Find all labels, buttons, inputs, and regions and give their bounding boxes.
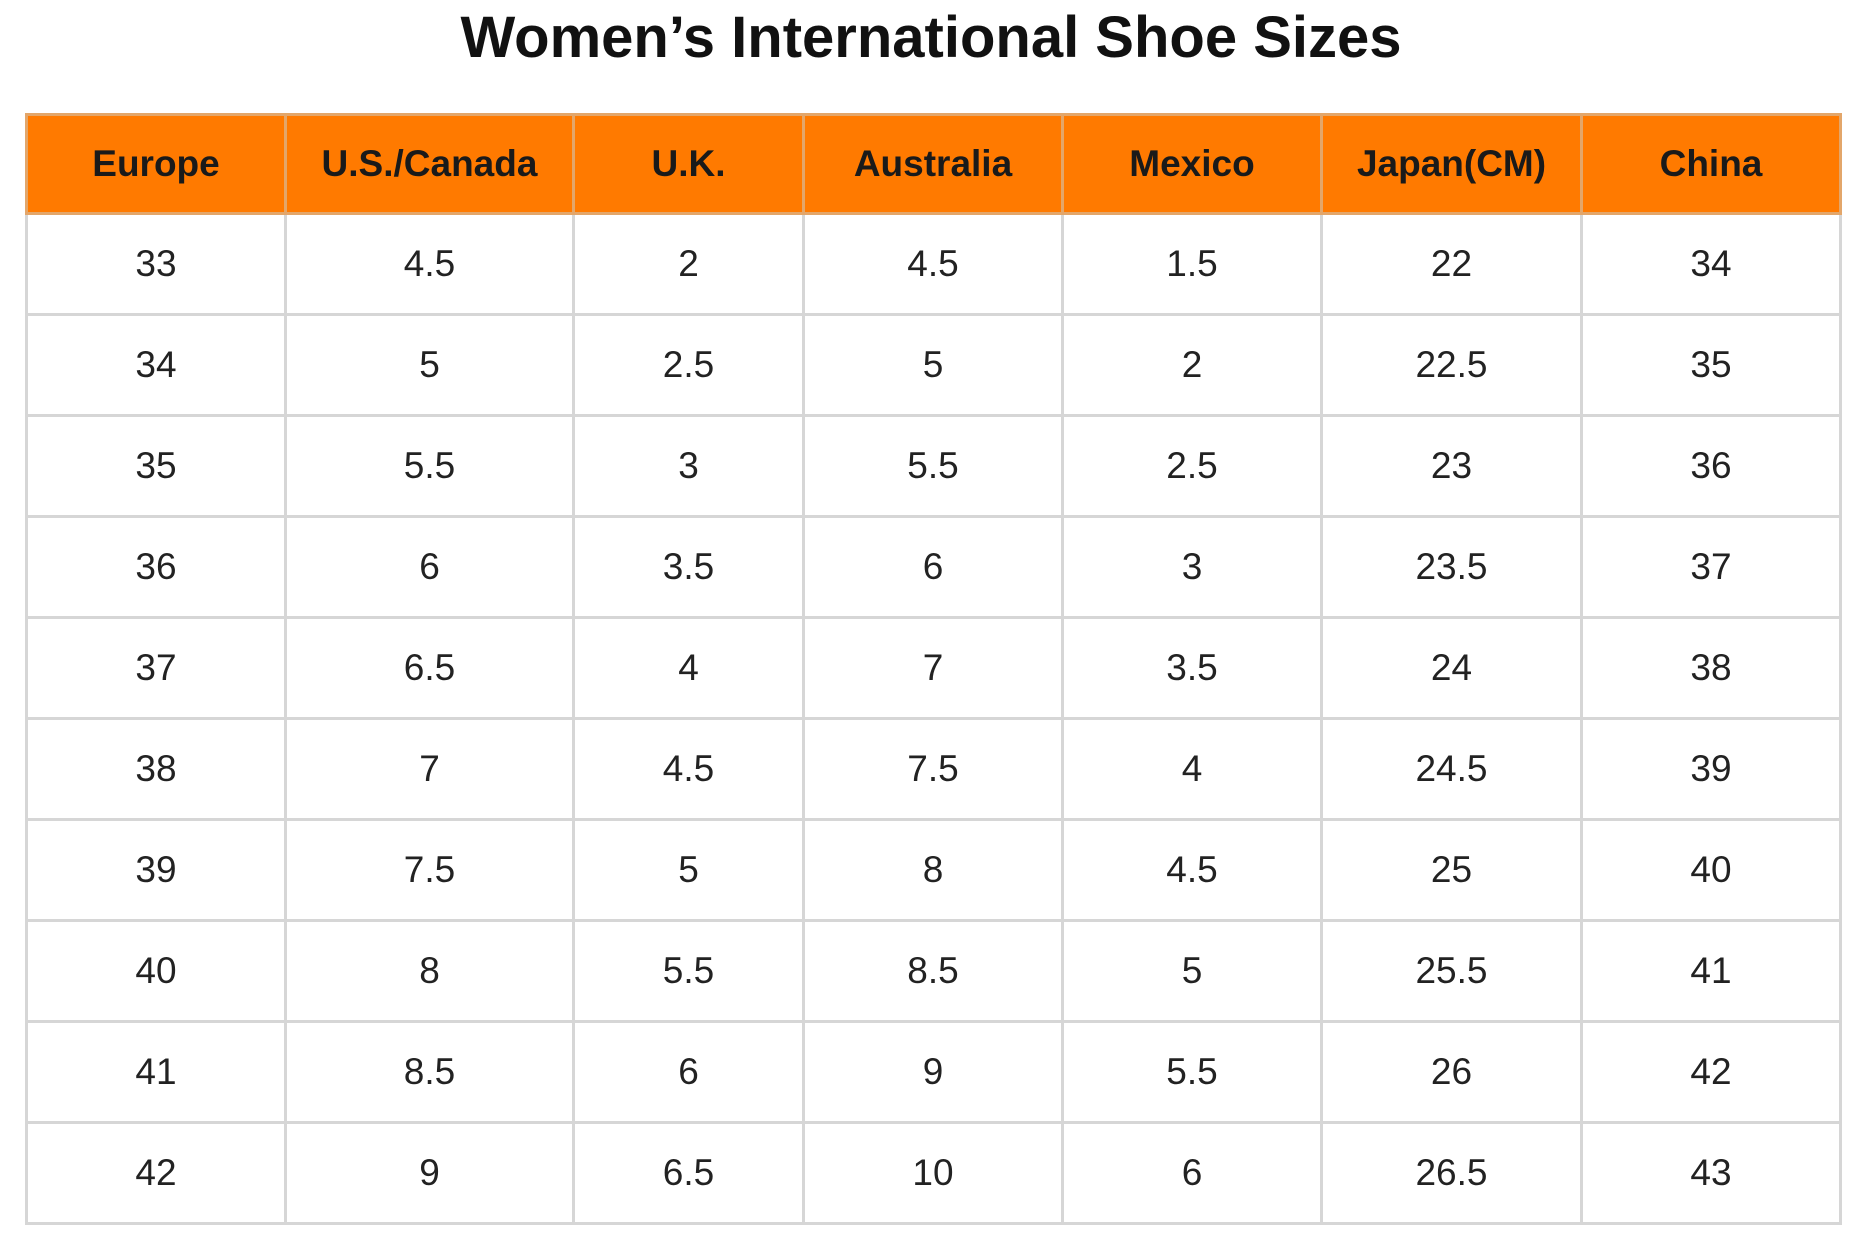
table-cell: 25.5 [1320,919,1583,1023]
table-cell: 5 [284,313,575,417]
table-cell: 37 [25,616,287,720]
table-cell: 6 [1061,1121,1323,1225]
table-cell: 42 [1580,1020,1842,1124]
table-row: 34 5 2.5 5 2 22.5 35 [25,313,1842,417]
table-cell: 2.5 [572,313,805,417]
table-cell: 35 [25,414,287,518]
table-cell: 5.5 [1061,1020,1323,1124]
table-cell: 36 [25,515,287,619]
table-cell: 9 [284,1121,575,1225]
column-header: Australia [802,113,1064,215]
table-cell: 5 [802,313,1064,417]
table-cell: 39 [25,818,287,922]
table-cell: 34 [1580,212,1842,316]
table-cell: 4.5 [572,717,805,821]
table-row: 40 8 5.5 8.5 5 25.5 41 [25,919,1842,1023]
table-cell: 40 [1580,818,1842,922]
column-header: Japan(CM) [1320,113,1583,215]
table-cell: 24.5 [1320,717,1583,821]
header-row: Europe U.S./Canada U.K. Australia Mexico Japa… [25,113,1842,215]
table-cell: 43 [1580,1121,1842,1225]
table-cell: 23 [1320,414,1583,518]
table-row: 41 8.5 6 9 5.5 26 42 [25,1020,1842,1124]
table-cell: 34 [25,313,287,417]
table-row: 38 7 4.5 7.5 4 24.5 39 [25,717,1842,821]
table-cell: 41 [25,1020,287,1124]
table-cell: 4.5 [1061,818,1323,922]
table-cell: 5 [1061,919,1323,1023]
table-cell: 3 [572,414,805,518]
table-cell: 4 [1061,717,1323,821]
table-cell: 22 [1320,212,1583,316]
table-cell: 6 [284,515,575,619]
table-cell: 5.5 [802,414,1064,518]
table-cell: 5 [572,818,805,922]
table-cell: 7.5 [284,818,575,922]
table-cell: 5.5 [284,414,575,518]
table-cell: 9 [802,1020,1064,1124]
table-cell: 6.5 [572,1121,805,1225]
table-cell: 10 [802,1121,1064,1225]
table-cell: 1.5 [1061,212,1323,316]
table-cell: 4.5 [802,212,1064,316]
table-row: 36 6 3.5 6 3 23.5 37 [25,515,1842,619]
table-cell: 23.5 [1320,515,1583,619]
table-cell: 36 [1580,414,1842,518]
table-cell: 41 [1580,919,1842,1023]
table-cell: 8.5 [802,919,1064,1023]
table-cell: 6 [802,515,1064,619]
page-title: Women’s International Shoe Sizes [460,5,1402,70]
table-cell: 42 [25,1121,287,1225]
table-cell: 3.5 [1061,616,1323,720]
table-cell: 22.5 [1320,313,1583,417]
column-header: U.K. [572,113,805,215]
table-cell: 8.5 [284,1020,575,1124]
table-cell: 5.5 [572,919,805,1023]
table-cell: 7.5 [802,717,1064,821]
table-cell: 7 [284,717,575,821]
table-cell: 24 [1320,616,1583,720]
table-cell: 26 [1320,1020,1583,1124]
table-cell: 39 [1580,717,1842,821]
table-cell: 7 [802,616,1064,720]
table-cell: 8 [802,818,1064,922]
table-cell: 6.5 [284,616,575,720]
table-cell: 3 [1061,515,1323,619]
column-header: China [1580,113,1842,215]
table-row: 42 9 6.5 10 6 26.5 43 [25,1121,1842,1225]
shoe-size-table: Europe U.S./Canada U.K. Australia Mexico Japa… [25,113,1842,1225]
table-row: 33 4.5 2 4.5 1.5 22 34 [25,212,1842,316]
table-cell: 35 [1580,313,1842,417]
table-cell: 4 [572,616,805,720]
table-cell: 33 [25,212,287,316]
table-row: 37 6.5 4 7 3.5 24 38 [25,616,1842,720]
column-header: Europe [25,113,287,215]
table-cell: 37 [1580,515,1842,619]
table-cell: 38 [1580,616,1842,720]
table-cell: 3.5 [572,515,805,619]
column-header: U.S./Canada [284,113,575,215]
table-cell: 2 [1061,313,1323,417]
column-header: Mexico [1061,113,1323,215]
table-cell: 2.5 [1061,414,1323,518]
table-cell: 2 [572,212,805,316]
table-cell: 26.5 [1320,1121,1583,1225]
table-cell: 38 [25,717,287,821]
table-row: 35 5.5 3 5.5 2.5 23 36 [25,414,1842,518]
table-cell: 40 [25,919,287,1023]
table-cell: 8 [284,919,575,1023]
table-cell: 4.5 [284,212,575,316]
table-cell: 6 [572,1020,805,1124]
table-cell: 25 [1320,818,1583,922]
table-row: 39 7.5 5 8 4.5 25 40 [25,818,1842,922]
